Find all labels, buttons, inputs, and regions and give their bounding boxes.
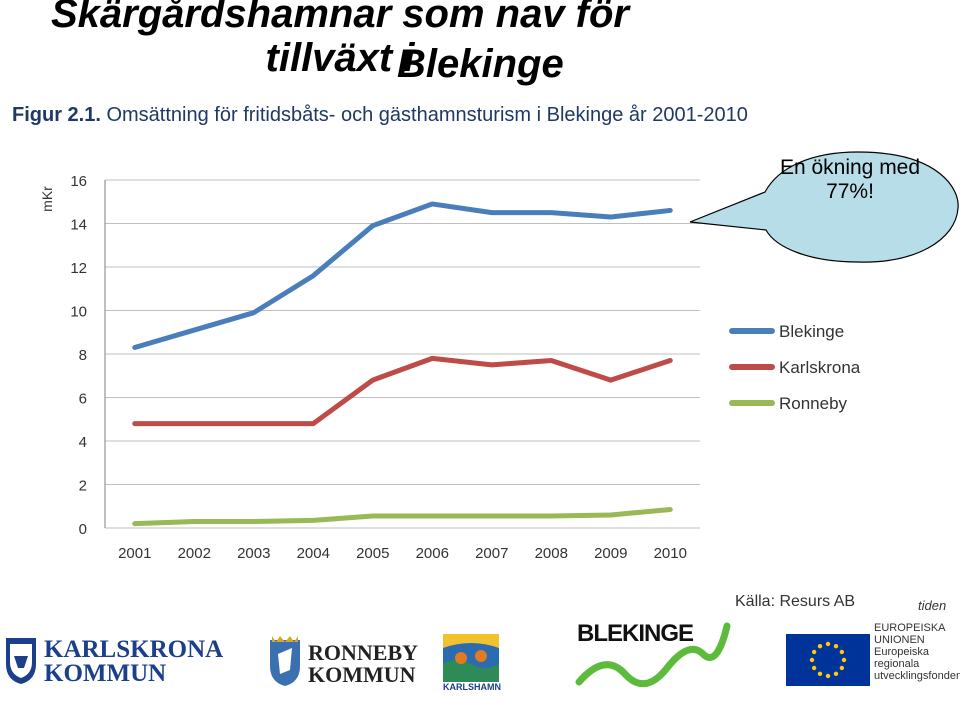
ronneby-crest-icon: [270, 636, 300, 686]
eu-star-icon: [817, 643, 823, 649]
page-title-line-2: Blekinge: [397, 42, 564, 86]
eu-star-icon: [833, 643, 839, 649]
x-tick-label: 2008: [535, 545, 568, 562]
series-line-karlskrona: [132, 355, 673, 427]
legend-label-ronneby: Ronneby: [779, 394, 848, 413]
eu-star-icon: [825, 673, 831, 679]
ronneby-logo-line-1: RONNEBY: [308, 640, 419, 665]
eu-star-icon: [809, 657, 815, 663]
karlskrona-crest-icon: [6, 638, 36, 684]
x-tick-label: 2005: [356, 545, 389, 562]
partial-logo-text: tiden: [918, 598, 947, 613]
callout-text: En ökning med 77%!: [779, 156, 921, 203]
source-note: Källa: Resurs AB: [735, 593, 856, 610]
y-tick-label: 16: [70, 173, 87, 190]
y-tick-label: 14: [70, 217, 87, 234]
x-tick-label: 2003: [237, 545, 270, 562]
y-tick-label: 10: [70, 304, 87, 321]
blekinge-wave-icon: [575, 622, 731, 687]
x-tick-label: 2009: [594, 545, 627, 562]
legend-label-blekinge: Blekinge: [779, 322, 844, 341]
x-tick-label: 2010: [654, 545, 687, 562]
karlskrona-logo-line-2: KOMMUN: [44, 660, 167, 687]
y-tick-label: 8: [79, 347, 87, 364]
ronneby-logo-line-2: KOMMUN: [308, 662, 416, 687]
y-tick-label: 0: [79, 521, 87, 538]
y-axis-label: mKr: [39, 186, 55, 212]
eu-logo-line-2: UNIONEN: [874, 634, 925, 646]
eu-star-icon: [839, 649, 845, 655]
ronneby-logo: RONNEBY KOMMUN: [268, 634, 418, 692]
blekinge-logo: BLEKINGE: [575, 612, 735, 692]
eu-star-icon: [811, 665, 817, 671]
x-tick-label: 2006: [416, 545, 449, 562]
y-tick-label: 12: [70, 260, 87, 277]
series-line-ronneby: [132, 507, 673, 527]
karlshamn-logo-text: KARLSHAMN: [443, 682, 501, 692]
eu-logo-line-4: regionala: [874, 658, 920, 670]
x-tick-label: 2002: [178, 545, 211, 562]
eu-logo-line-5: utvecklingsfonden: [874, 670, 960, 682]
karlskrona-logo-line-1: KARLSKRONA: [44, 636, 224, 663]
y-tick-label: 2: [79, 478, 87, 495]
page-title-line-1: Skärgårdshamnar som nav för tillväxt i: [51, 0, 629, 80]
eu-star-icon: [841, 657, 847, 663]
figure-label: Figur 2.1.: [12, 104, 101, 126]
eu-logo: EUROPEISKA UNIONEN Europeiska regionala …: [786, 622, 960, 692]
karlshamn-logo: KARLSHAMN: [443, 634, 501, 694]
karlskrona-logo: KARLSKRONA KOMMUN: [4, 632, 223, 690]
eu-flag-icon: [786, 634, 870, 686]
x-tick-label: 2007: [475, 545, 508, 562]
legend-label-karlskrona: Karlskrona: [779, 358, 861, 377]
eu-star-icon: [811, 649, 817, 655]
figure-caption-text: Omsättning för fritidsbåts- och gästhamn…: [106, 104, 748, 126]
eu-logo-line-1: EUROPEISKA: [874, 622, 946, 634]
x-tick-label: 2001: [118, 545, 151, 562]
series-line-blekinge: [132, 201, 673, 350]
y-tick-label: 6: [79, 391, 87, 408]
y-tick-label: 4: [79, 434, 87, 451]
eu-star-icon: [839, 665, 845, 671]
blekinge-logo-text: BLEKINGE: [577, 620, 694, 647]
eu-star-icon: [833, 671, 839, 677]
karlshamn-emblem-icon: [443, 634, 499, 682]
eu-star-icon: [817, 671, 823, 677]
figure-caption: Figur 2.1. Omsättning för fritidsbåts- o…: [12, 104, 748, 127]
x-tick-label: 2004: [297, 545, 330, 562]
callout-bubble: [689, 151, 959, 263]
eu-star-icon: [825, 641, 831, 647]
eu-logo-line-3: Europeiska: [874, 646, 930, 658]
